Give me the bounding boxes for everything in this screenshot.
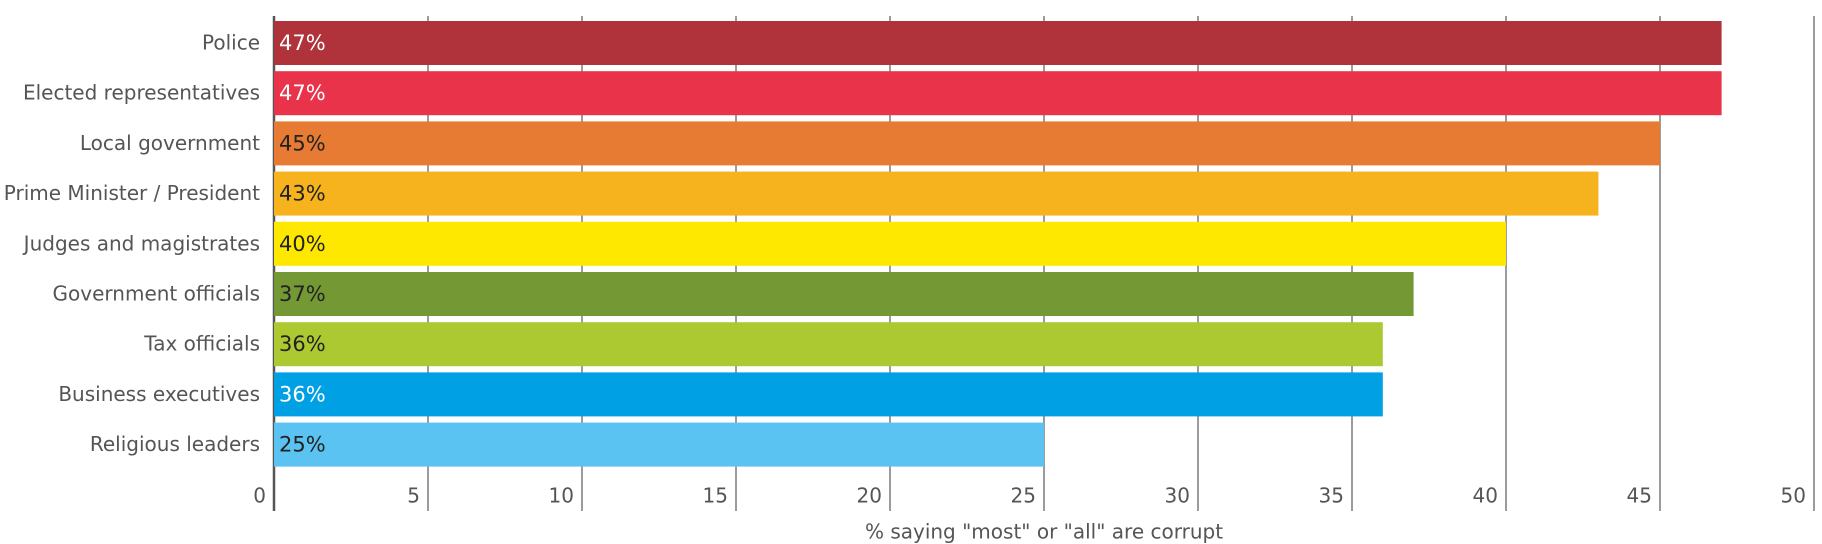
- data-label: 25%: [279, 433, 326, 457]
- x-tick-label: 5: [407, 484, 420, 508]
- y-tick-label: Police: [202, 31, 260, 55]
- data-label: 36%: [279, 332, 326, 356]
- x-tick-label: 15: [703, 484, 728, 508]
- y-tick-label: Prime Minister / President: [4, 181, 260, 205]
- bar: [274, 422, 1044, 467]
- y-tick-label: Government officials: [53, 282, 260, 306]
- y-tick-label: Local government: [80, 131, 260, 155]
- bar: [274, 171, 1599, 216]
- x-tick-label: 45: [1627, 484, 1652, 508]
- y-tick-label: Judges and magistrates: [22, 231, 260, 255]
- x-tick-label: 25: [1011, 484, 1036, 508]
- bar: [274, 322, 1383, 367]
- x-tick-label: 35: [1319, 484, 1344, 508]
- bar: [274, 372, 1383, 417]
- bar: [274, 272, 1414, 316]
- y-tick-label: Elected representatives: [23, 81, 260, 105]
- y-tick-label: Tax officials: [143, 332, 260, 356]
- data-label: 45%: [279, 131, 326, 155]
- data-label: 43%: [279, 182, 326, 206]
- data-label: 40%: [279, 232, 326, 256]
- x-tick-label: 40: [1473, 484, 1498, 508]
- x-tick-label: 0: [253, 484, 266, 508]
- bar: [274, 21, 1722, 65]
- y-tick-label: Religious leaders: [90, 432, 260, 456]
- bar: [274, 71, 1722, 116]
- data-label: 47%: [279, 81, 326, 105]
- bar: [274, 121, 1660, 166]
- x-tick-label: 10: [549, 484, 574, 508]
- bar: [274, 221, 1506, 266]
- y-tick-label: Business executives: [58, 382, 260, 406]
- x-tick-label: 20: [857, 484, 882, 508]
- data-label: 47%: [279, 31, 326, 55]
- x-tick-label: 30: [1165, 484, 1190, 508]
- x-axis-label: % saying "most" or "all" are corrupt: [865, 520, 1223, 544]
- data-label: 37%: [279, 282, 326, 306]
- data-label: 36%: [279, 382, 326, 406]
- x-tick-label: 50: [1781, 484, 1806, 508]
